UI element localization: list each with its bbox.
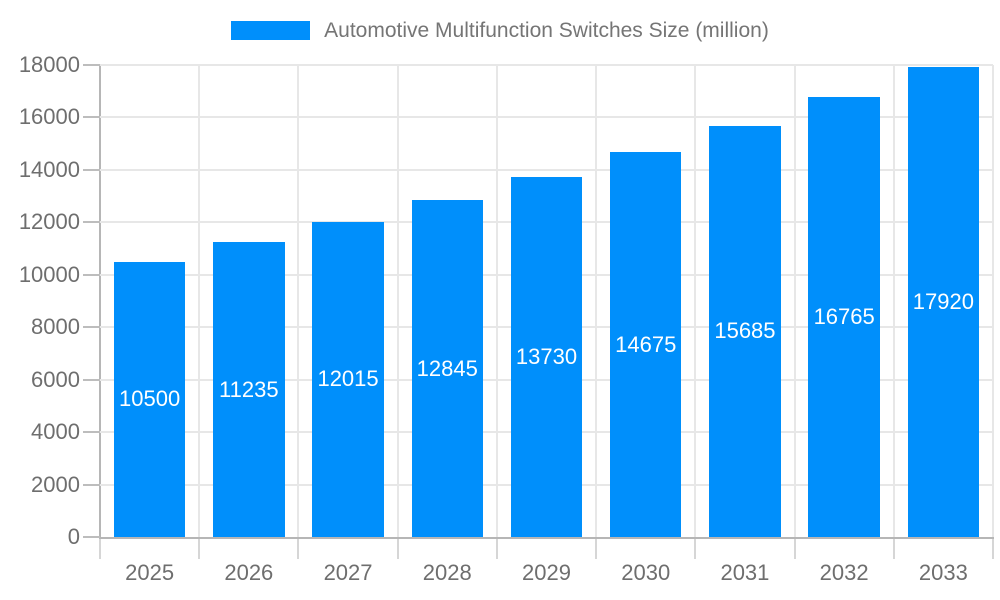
x-gridline — [892, 65, 895, 537]
y-axis-label: 4000 — [31, 419, 80, 445]
y-axis-tick — [83, 483, 100, 486]
x-axis-label: 2030 — [621, 560, 671, 585]
bar-2033[interactable] — [907, 67, 980, 537]
y-axis-tick — [83, 116, 100, 119]
y-gridline — [100, 168, 993, 171]
x-axis-tick — [694, 539, 697, 559]
x-axis-label: 2028 — [422, 560, 472, 585]
bar-value-label: 12845 — [416, 355, 478, 381]
legend-label[interactable]: Automotive Multifunction Switches Size (… — [324, 19, 769, 42]
y-axis-tick — [83, 273, 100, 276]
x-gridline — [297, 65, 300, 537]
plot-area: 10500 11235 12015 12845 13730 14675 15685 16765… — [100, 64, 994, 537]
bar-value-label: 17920 — [912, 289, 974, 315]
x-gridline — [396, 65, 399, 537]
y-axis-label: 16000 — [18, 104, 80, 130]
chart-legend[interactable]: Automotive Multifunction Switches Size (… — [0, 18, 1000, 43]
bar-2032[interactable] — [808, 97, 880, 537]
y-axis-label: 8000 — [31, 314, 80, 340]
x-gridline — [992, 65, 994, 537]
y-axis-label: 18000 — [18, 52, 80, 77]
y-axis-label: 6000 — [31, 366, 80, 392]
y-axis-tick — [83, 168, 100, 171]
bar-2029[interactable] — [510, 176, 583, 537]
x-axis-tick — [892, 539, 895, 559]
bar-2028[interactable] — [411, 200, 484, 537]
bar-2031[interactable] — [709, 125, 781, 537]
x-gridline — [793, 65, 796, 537]
bar-value-label: 16765 — [813, 304, 875, 330]
y-axis-label: 0 — [67, 524, 80, 549]
bar-2025[interactable] — [113, 261, 186, 537]
y-gridline — [100, 64, 993, 66]
y-axis-tick — [83, 64, 100, 66]
x-gridline — [198, 65, 201, 537]
y-axis-tick — [83, 431, 100, 434]
bar-value-label: 15685 — [714, 318, 776, 344]
y-axis-tick — [83, 221, 100, 224]
x-gridline — [694, 65, 697, 537]
y-axis-tick — [83, 536, 100, 538]
x-axis-tick — [595, 539, 598, 559]
x-axis-tick — [793, 539, 796, 559]
legend-swatch[interactable] — [231, 21, 311, 40]
x-axis-tick — [99, 539, 101, 559]
bar-2027[interactable] — [312, 221, 384, 537]
y-axis-label: 14000 — [18, 156, 80, 182]
bar-2026[interactable] — [213, 242, 285, 537]
x-gridline — [495, 65, 498, 537]
x-axis-label: 2025 — [125, 560, 175, 585]
bar-value-label: 13730 — [515, 343, 578, 369]
y-axis-label: 12000 — [18, 209, 80, 235]
x-axis-label: 2032 — [819, 560, 869, 585]
x-axis-label: 2029 — [522, 560, 571, 585]
x-axis-tick — [396, 539, 399, 559]
x-axis-label: 2026 — [224, 560, 274, 585]
bar-2030[interactable] — [609, 152, 682, 537]
y-axis-tick — [83, 378, 100, 381]
y-axis-label: 10000 — [18, 261, 80, 287]
x-axis-label: 2033 — [918, 560, 968, 585]
y-axis-label: 2000 — [31, 471, 80, 497]
y-axis-line — [99, 65, 101, 538]
x-axis-label: 2027 — [323, 560, 373, 585]
x-axis-tick — [495, 539, 498, 559]
bar-value-label: 12015 — [317, 366, 379, 392]
y-gridline — [100, 116, 993, 119]
x-axis-line — [99, 537, 994, 539]
x-axis-label: 2031 — [720, 560, 770, 585]
bar-value-label: 11235 — [219, 376, 279, 402]
bar-value-label: 10500 — [119, 386, 181, 412]
x-gridline — [595, 65, 598, 537]
y-axis-tick — [83, 326, 100, 329]
bar-value-label: 14675 — [615, 331, 677, 357]
x-axis-tick — [297, 539, 300, 559]
x-axis-tick — [992, 539, 994, 559]
x-axis-tick — [198, 539, 201, 559]
